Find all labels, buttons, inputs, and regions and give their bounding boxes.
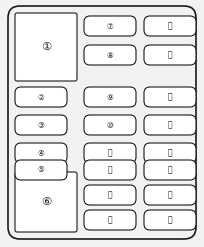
FancyBboxPatch shape	[15, 87, 67, 107]
FancyBboxPatch shape	[15, 143, 67, 163]
FancyBboxPatch shape	[84, 210, 136, 230]
Text: ⑬: ⑬	[108, 190, 112, 200]
Text: ⑭: ⑭	[108, 215, 112, 225]
Text: ④: ④	[38, 148, 44, 158]
Text: ⑩: ⑩	[106, 121, 113, 129]
Text: ⑤: ⑤	[38, 165, 44, 174]
FancyBboxPatch shape	[15, 13, 77, 81]
Text: ⑱: ⑱	[168, 121, 172, 129]
FancyBboxPatch shape	[144, 87, 196, 107]
Text: ②: ②	[38, 92, 44, 102]
Text: ⑦: ⑦	[106, 21, 113, 30]
FancyBboxPatch shape	[84, 185, 136, 205]
Text: ⑮: ⑮	[168, 21, 172, 30]
Text: ⑲: ⑲	[168, 148, 172, 158]
Text: ①: ①	[41, 42, 51, 52]
FancyBboxPatch shape	[15, 115, 67, 135]
FancyBboxPatch shape	[84, 45, 136, 65]
Text: ⑫: ⑫	[108, 165, 112, 174]
FancyBboxPatch shape	[84, 115, 136, 135]
Text: ⑯: ⑯	[168, 50, 172, 60]
FancyBboxPatch shape	[144, 16, 196, 36]
Text: ⑰: ⑰	[168, 92, 172, 102]
FancyBboxPatch shape	[144, 160, 196, 180]
Text: ⑧: ⑧	[106, 50, 113, 60]
Text: ⑳: ⑳	[168, 165, 172, 174]
FancyBboxPatch shape	[144, 143, 196, 163]
FancyBboxPatch shape	[84, 160, 136, 180]
Text: ⑥: ⑥	[41, 197, 51, 207]
Text: ⑪: ⑪	[108, 148, 112, 158]
Text: ㉒: ㉒	[168, 215, 172, 225]
FancyBboxPatch shape	[144, 185, 196, 205]
FancyBboxPatch shape	[144, 45, 196, 65]
Text: ⑨: ⑨	[106, 92, 113, 102]
FancyBboxPatch shape	[144, 210, 196, 230]
FancyBboxPatch shape	[15, 160, 67, 180]
FancyBboxPatch shape	[144, 115, 196, 135]
FancyBboxPatch shape	[84, 87, 136, 107]
FancyBboxPatch shape	[15, 172, 77, 232]
FancyBboxPatch shape	[8, 6, 196, 239]
FancyBboxPatch shape	[84, 143, 136, 163]
Text: ㉑: ㉑	[168, 190, 172, 200]
FancyBboxPatch shape	[84, 16, 136, 36]
Text: ③: ③	[38, 121, 44, 129]
